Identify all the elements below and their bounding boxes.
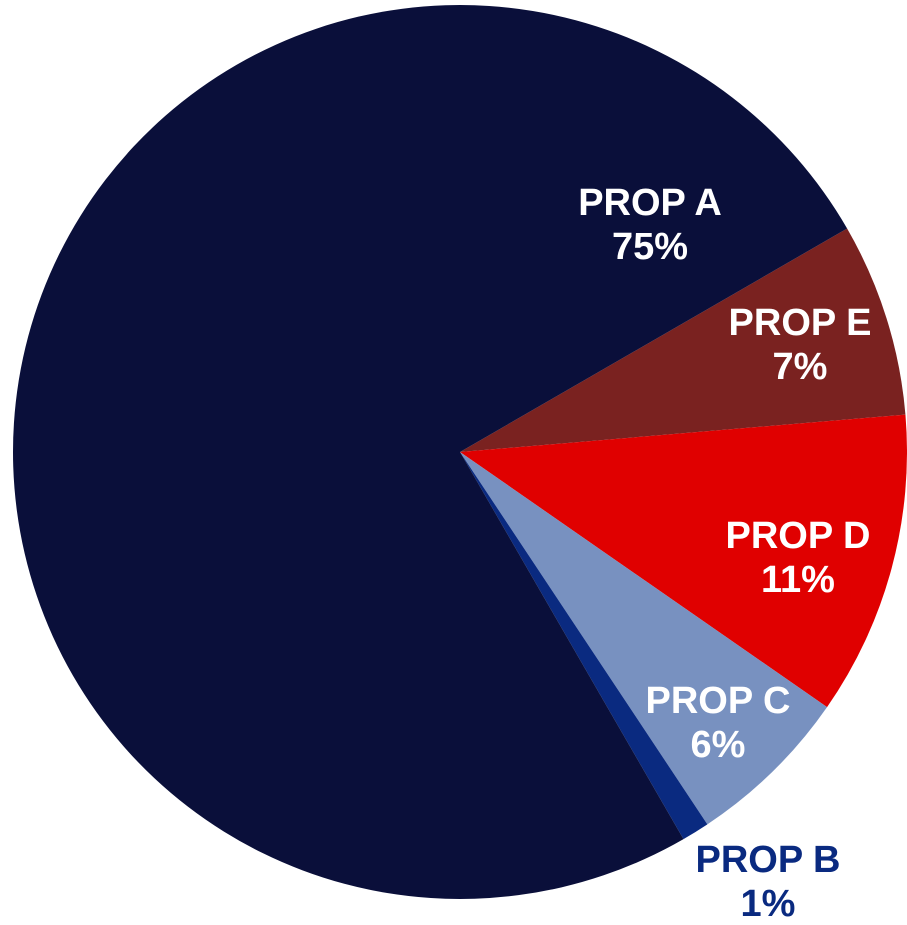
slice-value-label: 7% <box>773 346 828 388</box>
slice-value-label: 11% <box>761 559 835 601</box>
slice-label: PROP C <box>645 680 790 722</box>
slice-value-label: 75% <box>612 226 688 268</box>
pie-slice <box>460 452 828 825</box>
slice-label: PROP E <box>729 302 872 344</box>
pie-slice <box>460 414 907 708</box>
slice-label: PROP D <box>725 515 870 557</box>
pie-slice <box>460 452 708 840</box>
slice-value-label: 1% <box>741 883 796 925</box>
slice-label: PROP B <box>695 839 840 881</box>
slice-label: PROP A <box>578 182 722 224</box>
pie-slice <box>460 228 906 452</box>
pie-slice <box>13 4 848 899</box>
slice-value-label: 6% <box>691 724 746 766</box>
